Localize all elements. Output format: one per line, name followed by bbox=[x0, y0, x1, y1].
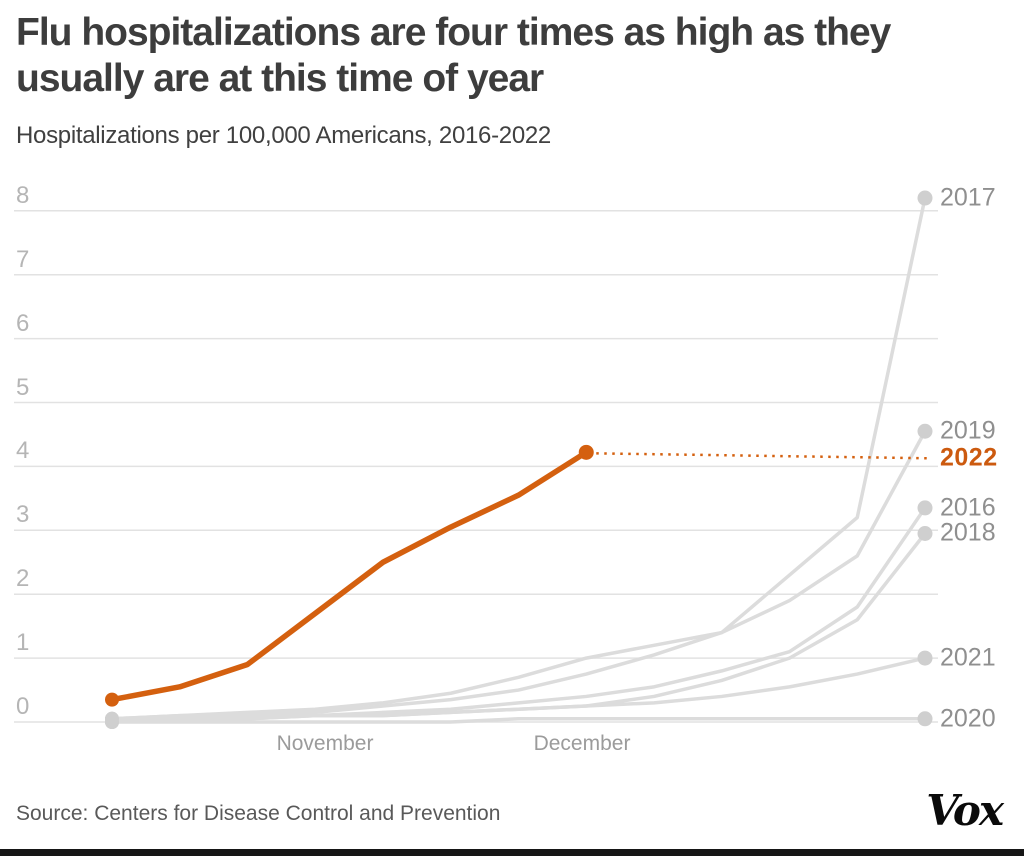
year-label-2022: 2022 bbox=[940, 443, 998, 472]
year-label-2019: 2019 bbox=[940, 416, 996, 445]
y-tick-8: 8 bbox=[16, 181, 30, 209]
year-label-2018: 2018 bbox=[940, 518, 996, 547]
y-tick-1: 1 bbox=[16, 629, 30, 657]
year-label-2016: 2016 bbox=[940, 493, 996, 522]
y-tick-2: 2 bbox=[16, 565, 30, 593]
y-tick-3: 3 bbox=[16, 501, 30, 529]
year-label-2020: 2020 bbox=[940, 704, 996, 733]
y-tick-5: 5 bbox=[16, 373, 30, 401]
y-tick-7: 7 bbox=[16, 245, 30, 273]
bottom-accent-bar bbox=[0, 849, 1024, 856]
year-label-2021: 2021 bbox=[940, 643, 996, 672]
source-note: Source: Centers for Disease Control and … bbox=[16, 802, 501, 825]
vox-logo: Vox bbox=[926, 786, 1004, 835]
chart-subtitle: Hospitalizations per 100,000 Americans, … bbox=[16, 122, 551, 149]
y-tick-6: 6 bbox=[16, 309, 30, 337]
year-label-2017: 2017 bbox=[940, 183, 996, 212]
chart-canvas bbox=[14, 190, 938, 729]
chart-title: Flu hospitalizations are four times as h… bbox=[16, 11, 891, 100]
y-tick-0: 0 bbox=[16, 693, 30, 720]
x-tick-december: December bbox=[533, 732, 631, 755]
x-tick-november: November bbox=[276, 732, 374, 755]
y-tick-4: 4 bbox=[16, 437, 30, 465]
